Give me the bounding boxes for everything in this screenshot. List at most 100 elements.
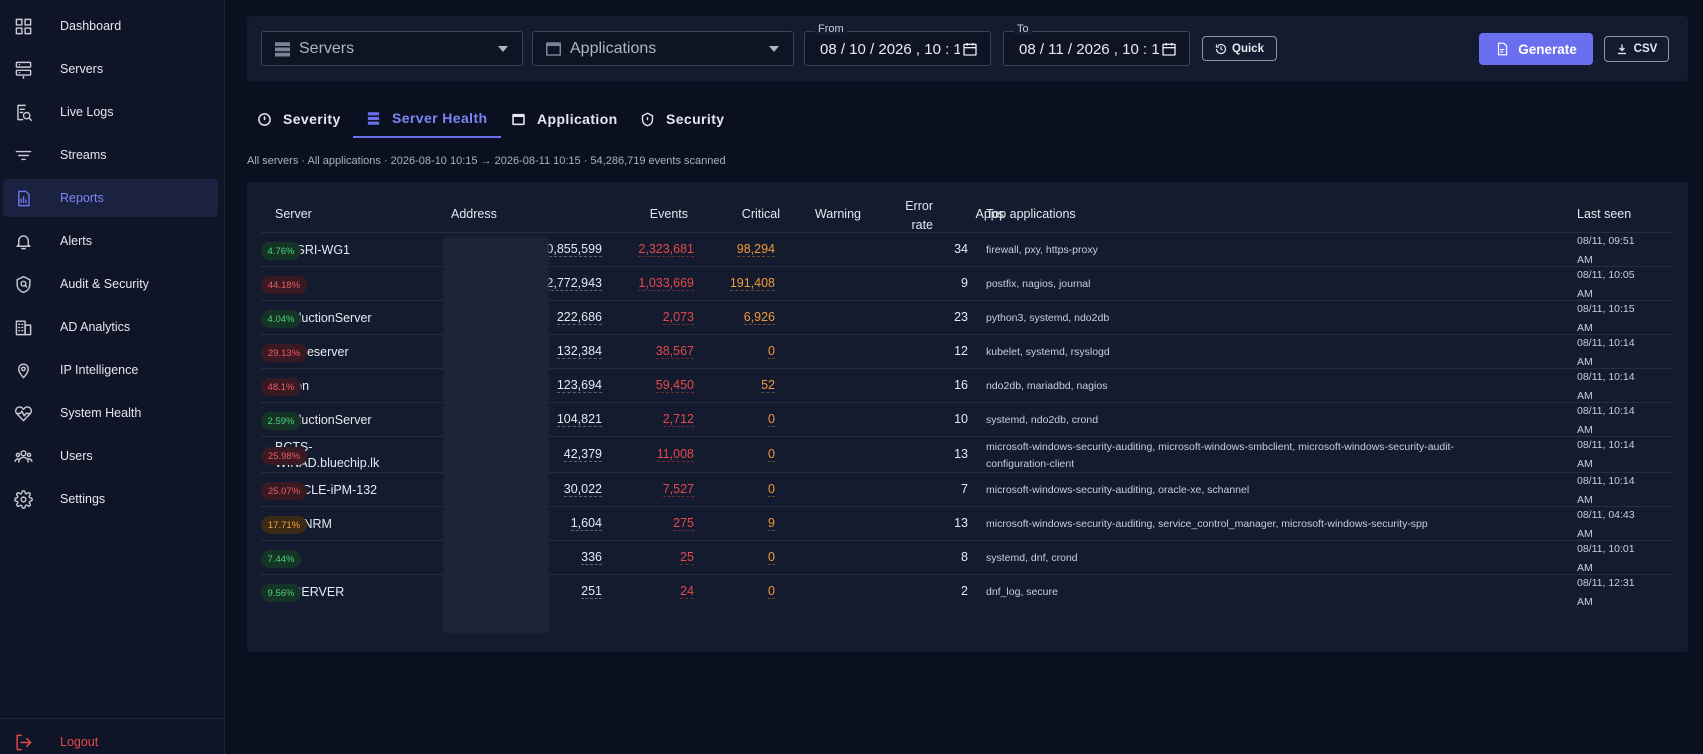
- sidebar-item-servers[interactable]: Servers: [3, 50, 218, 88]
- shield-icon: [12, 273, 34, 295]
- to-date-input[interactable]: To 08 / 11 / 2026 , 10 : 15: [1003, 23, 1190, 66]
- table-row[interactable]: QASERVER 251 24 0 9.56% 2 dnf_log, secure 08/11…: [261, 574, 1673, 608]
- last-seen-line: AM: [1577, 390, 1593, 402]
- column-header-top-apps[interactable]: Top applications: [986, 207, 1076, 221]
- heartbeat-icon: [12, 402, 34, 424]
- last-seen-line: AM: [1577, 458, 1593, 470]
- events-count: 336: [581, 550, 602, 565]
- csv-button[interactable]: CSV: [1604, 36, 1669, 62]
- quick-button[interactable]: Quick: [1202, 36, 1277, 61]
- map-pin-icon: [12, 359, 34, 381]
- table-row[interactable]: ProductionServer 222,686 2,073 6,926 4.04% 23…: [261, 300, 1673, 334]
- warning-count: 0: [768, 412, 775, 427]
- tab-label: Severity: [283, 111, 341, 127]
- column-header-events[interactable]: Events: [649, 207, 688, 221]
- table-row[interactable]: BCTS-WINAD.bluechip.lk42,37911,008025.98…: [261, 436, 1673, 472]
- column-header-critical[interactable]: Critical: [741, 207, 780, 221]
- sidebar-item-label: Reports: [60, 191, 104, 205]
- column-header-address[interactable]: Address: [451, 207, 497, 221]
- table-row[interactable]: WIN-NRM1,604275917.71%13microsoft-window…: [261, 506, 1673, 540]
- column-header-server[interactable]: Server: [275, 207, 312, 221]
- critical-count: 38,567: [655, 344, 694, 359]
- error-rate-badge: 2.59%: [261, 412, 301, 430]
- filter-icon: [12, 144, 34, 166]
- apps-count: 13: [954, 516, 968, 530]
- history-icon: [1215, 43, 1227, 54]
- column-header-error-rate[interactable]: Error rate: [853, 197, 933, 235]
- tab-label: Security: [666, 111, 725, 127]
- sidebar-item-label: Audit & Security: [60, 277, 149, 291]
- top-applications-line: microsoft-windows-security-auditing, mic…: [986, 441, 1454, 453]
- last-seen: 08/11, 10:14 AM: [1577, 436, 1647, 474]
- last-seen: 08/11, 09:51 AM: [1577, 232, 1647, 270]
- calendar-icon[interactable]: [1161, 41, 1177, 57]
- warning-count: 191,408: [729, 276, 775, 291]
- logout-button[interactable]: Logout: [3, 727, 218, 754]
- sidebar-item-ip-intelligence[interactable]: IP Intelligence: [3, 351, 218, 389]
- sidebar-item-reports[interactable]: Reports: [3, 179, 218, 217]
- sidebar-item-label: Live Logs: [60, 105, 114, 119]
- table-row[interactable]: ProductionServer 104,821 2,712 0 2.59% 10 syst…: [261, 402, 1673, 436]
- critical-count: 275: [673, 516, 694, 531]
- error-rate-badge: 29.13%: [261, 344, 307, 362]
- sidebar-item-users[interactable]: Users: [3, 437, 218, 475]
- file-icon: [1498, 42, 1508, 56]
- csv-button-label: CSV: [1633, 43, 1658, 55]
- top-applications-line: configuration-client: [986, 458, 1075, 470]
- table-row[interactable]: licenseserver 132,384 38,567 0 29.13% 12 kubel…: [261, 334, 1673, 368]
- table-row[interactable]: iPM2,772,9431,033,669191,40844.18%9postf…: [261, 266, 1673, 300]
- last-seen-line: 08/11, 04:43: [1577, 509, 1635, 521]
- critical-count: 2,712: [662, 412, 694, 427]
- events-count: 132,384: [556, 344, 602, 359]
- tab-label: Server Health: [392, 110, 488, 126]
- tab-severity[interactable]: Severity: [257, 100, 341, 138]
- events-count: 222,686: [556, 310, 602, 325]
- applications-select[interactable]: Applications: [532, 31, 794, 66]
- warning-count: 0: [768, 344, 775, 359]
- servers-select[interactable]: Servers: [261, 31, 523, 66]
- apps-count: 23: [954, 310, 968, 324]
- column-header-apps[interactable]: Apps: [975, 207, 1005, 221]
- report-icon: [12, 187, 34, 209]
- sidebar-item-system-health[interactable]: System Health: [3, 394, 218, 432]
- last-seen: 08/11, 10:15 AM: [1577, 300, 1647, 338]
- sidebar-item-streams[interactable]: Streams: [3, 136, 218, 174]
- generate-button[interactable]: Generate: [1479, 33, 1593, 65]
- sidebar-item-ad-analytics[interactable]: AD Analytics: [3, 308, 218, 346]
- events-count: 50,855,599: [539, 242, 602, 257]
- column-header-last-seen[interactable]: Last seen: [1577, 207, 1632, 221]
- warning-count: 0: [768, 550, 775, 565]
- sidebar-item-settings[interactable]: Settings: [3, 480, 218, 518]
- critical-count: 59,450: [655, 378, 694, 393]
- sidebar-item-alerts[interactable]: Alerts: [3, 222, 218, 260]
- column-header-warning[interactable]: Warning: [814, 207, 861, 221]
- live-logs-icon: [12, 101, 34, 123]
- last-seen-line: 08/11, 10:14: [1577, 405, 1635, 417]
- critical-count: 1,033,669: [638, 276, 694, 291]
- tab-application[interactable]: Application: [511, 100, 618, 138]
- table-row[interactable]: ORACLE-iPM-132 30,022 7,527 0 25.07% 7 microso…: [261, 472, 1673, 506]
- table-row[interactable]: BC-SRI-WG1 50,855,599 2,323,681 98,294 4.76%…: [261, 232, 1673, 266]
- from-date-input[interactable]: From 08 / 10 / 2026 , 10 : 15: [804, 23, 991, 66]
- warning-count: 0: [768, 447, 775, 462]
- tab-security[interactable]: Security: [640, 100, 724, 138]
- sidebar-item-dashboard[interactable]: Dashboard: [3, 7, 218, 45]
- logout-icon: [12, 731, 34, 753]
- calendar-icon[interactable]: [962, 41, 978, 57]
- top-applications: microsoft-windows-security-auditing, mic…: [986, 439, 1454, 473]
- tab-server-health[interactable]: Server Health: [353, 100, 502, 138]
- events-count: 104,821: [556, 412, 602, 427]
- warning-count: 6,926: [743, 310, 775, 325]
- last-seen-line: 08/11, 09:51: [1577, 235, 1635, 247]
- top-applications: dnf_log, secure: [986, 586, 1058, 598]
- error-rate-badge: 17.71%: [261, 516, 307, 534]
- gear-icon: [12, 488, 34, 510]
- sidebar-item-live-logs[interactable]: Live Logs: [3, 93, 218, 131]
- warning-count: 0: [768, 584, 775, 599]
- tab-label: Application: [537, 111, 618, 127]
- sidebar-item-audit-security[interactable]: Audit & Security: [3, 265, 218, 303]
- last-seen-line: 08/11, 12:31: [1577, 577, 1635, 589]
- to-date-value: 08 / 11 / 2026 , 10 : 15: [1019, 41, 1159, 58]
